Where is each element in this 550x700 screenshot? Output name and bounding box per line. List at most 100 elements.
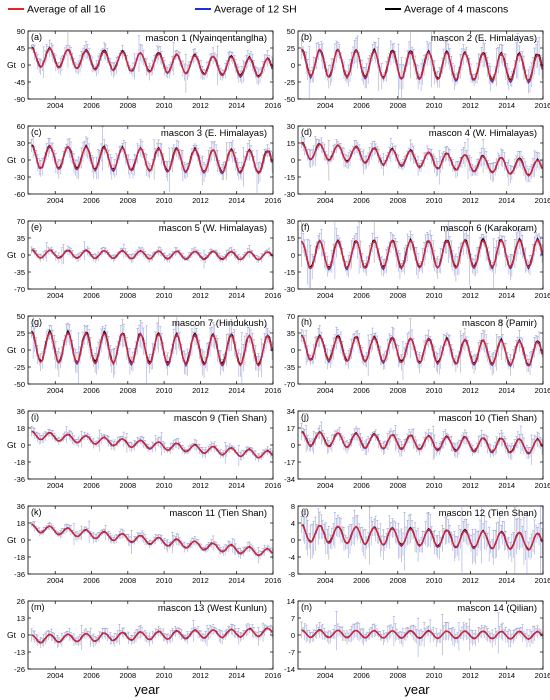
- y-tick-label: 30: [287, 122, 295, 131]
- x-tick-label: 2004: [317, 101, 334, 110]
- x-tick-label: 2010: [156, 481, 173, 490]
- panel-letter: (a): [31, 32, 42, 42]
- x-tick-label: 2008: [389, 291, 406, 300]
- x-tick-label: 2010: [426, 576, 443, 585]
- y-tick-label: 13: [17, 614, 25, 623]
- y-axis-label: Gt: [7, 535, 17, 545]
- panel-title: mascon 1 (Nyainqentanglha): [146, 33, 267, 44]
- x-tick-label: 2012: [192, 196, 209, 205]
- x-tick-label: 2004: [317, 576, 334, 585]
- x-tick-label: 2008: [119, 671, 136, 680]
- y-tick-label: -4: [288, 553, 295, 562]
- x-tick-label: 2010: [426, 196, 443, 205]
- y-tick-label: 35: [17, 234, 25, 243]
- plot-area: [301, 221, 543, 289]
- x-tick-label: 2012: [462, 481, 479, 490]
- panel-letter: (b): [301, 32, 312, 42]
- panel-b: -50 -25 0 25 50 2004 2006 2008 2010 2012 2014 2016 (…: [284, 27, 550, 110]
- panel-m: -26 -13 0 13 26 2004 2006 2008 2010 2012 2014 2016 (…: [7, 597, 281, 680]
- x-tick-label: 2008: [389, 196, 406, 205]
- y-tick-label: 34: [287, 407, 295, 416]
- x-tick-label: 2012: [192, 386, 209, 395]
- series-line-all-16: [301, 239, 543, 270]
- series-line-all-16: [31, 523, 273, 557]
- x-tick-label: 2004: [47, 386, 64, 395]
- y-axis-label: Gt: [7, 440, 17, 450]
- y-tick-label: -50: [284, 95, 295, 104]
- panel-title: mascon 4 (W. Himalayas): [429, 128, 537, 139]
- x-tick-label: 2010: [156, 196, 173, 205]
- legend: Average of all 16 Average of 12 SH Average…: [8, 4, 508, 16]
- y-tick-label: -36: [14, 475, 25, 484]
- x-tick-label: 2014: [228, 101, 245, 110]
- panel-l: -8 -4 0 4 8 2004 2006 2008 2010 2012 2014 2016 (l) ma…: [288, 502, 550, 585]
- x-tick-label: 2006: [353, 481, 370, 490]
- x-tick-label: 2004: [47, 481, 64, 490]
- x-tick-label: 2004: [47, 101, 64, 110]
- x-tick-label: 2010: [156, 671, 173, 680]
- series-line-all-16: [301, 524, 543, 551]
- y-tick-label: 50: [287, 27, 295, 36]
- series-line-all-16: [31, 331, 273, 367]
- y-tick-label: 0: [291, 346, 295, 355]
- y-axis-label: Gt: [7, 630, 17, 640]
- y-tick-label: -35: [14, 268, 25, 277]
- panel-frame: [27, 30, 274, 100]
- y-axis-label: Gt: [7, 60, 17, 70]
- x-tick-label: 2014: [228, 481, 245, 490]
- y-tick-label: -34: [284, 475, 295, 484]
- panel-title: mascon 8 (Pamir): [462, 318, 537, 329]
- x-tick-label: 2010: [426, 101, 443, 110]
- x-tick-label: 2008: [389, 101, 406, 110]
- x-tick-label: 2004: [317, 481, 334, 490]
- y-tick-label: 15: [287, 139, 295, 148]
- x-tick-label: 2016: [265, 196, 282, 205]
- y-tick-label: 0: [21, 346, 25, 355]
- panel-title: mascon 2 (E. Himalayas): [431, 33, 537, 44]
- series-line-all-16: [301, 431, 543, 455]
- panel-frame: [297, 125, 544, 195]
- x-tick-label: 2010: [156, 291, 173, 300]
- x-tick-label: 2008: [119, 481, 136, 490]
- y-axis-label: Gt: [7, 345, 17, 355]
- legend-label-2: Average of 4 mascons: [404, 4, 508, 16]
- x-tick-label: 2010: [156, 101, 173, 110]
- y-tick-label: 60: [17, 122, 25, 131]
- y-tick-label: -17: [284, 458, 295, 467]
- x-tick-label: 2012: [462, 386, 479, 395]
- x-tick-label: 2014: [498, 291, 515, 300]
- y-tick-label: 70: [17, 217, 25, 226]
- x-tick-label: 2004: [317, 386, 334, 395]
- x-tick-label: 2014: [498, 481, 515, 490]
- x-tick-label: 2012: [462, 576, 479, 585]
- y-tick-label: -36: [14, 570, 25, 579]
- x-tick-label: 2004: [47, 671, 64, 680]
- panel-frame: [297, 600, 544, 670]
- y-tick-label: 0: [21, 536, 25, 545]
- panel-title: mascon 12 (Tien Shan): [439, 508, 537, 519]
- legend-label-0: Average of all 16: [27, 4, 106, 16]
- y-tick-label: -8: [288, 570, 295, 579]
- y-tick-label: -45: [14, 78, 25, 87]
- panel-letter: (l): [301, 507, 309, 517]
- plot-area: [300, 421, 543, 465]
- y-tick-label: 50: [17, 312, 25, 321]
- panel-g: -50 -25 0 25 50 2004 2006 2008 2010 2012 2014 2016 (…: [7, 312, 281, 395]
- y-tick-label: -50: [14, 380, 25, 389]
- y-tick-label: 0: [291, 251, 295, 260]
- y-tick-label: 26: [17, 597, 25, 606]
- panel-title: mascon 9 (Tien Shan): [174, 413, 267, 424]
- plot-area: [300, 611, 543, 658]
- y-tick-label: -35: [284, 363, 295, 372]
- x-tick-label: 2014: [498, 196, 515, 205]
- panel-title: mascon 5 (W. Himalayas): [159, 223, 267, 234]
- x-tick-label: 2006: [353, 576, 370, 585]
- panel-title: mascon 13 (West Kunlun): [158, 603, 267, 614]
- plot-area: [30, 241, 273, 269]
- x-tick-label: 2008: [119, 576, 136, 585]
- panel-a: -90 -45 0 45 90 2004 2006 2008 2010 2012 2014 2016 (…: [7, 27, 281, 110]
- x-tick-label: 2016: [265, 576, 282, 585]
- x-tick-label: 2006: [83, 196, 100, 205]
